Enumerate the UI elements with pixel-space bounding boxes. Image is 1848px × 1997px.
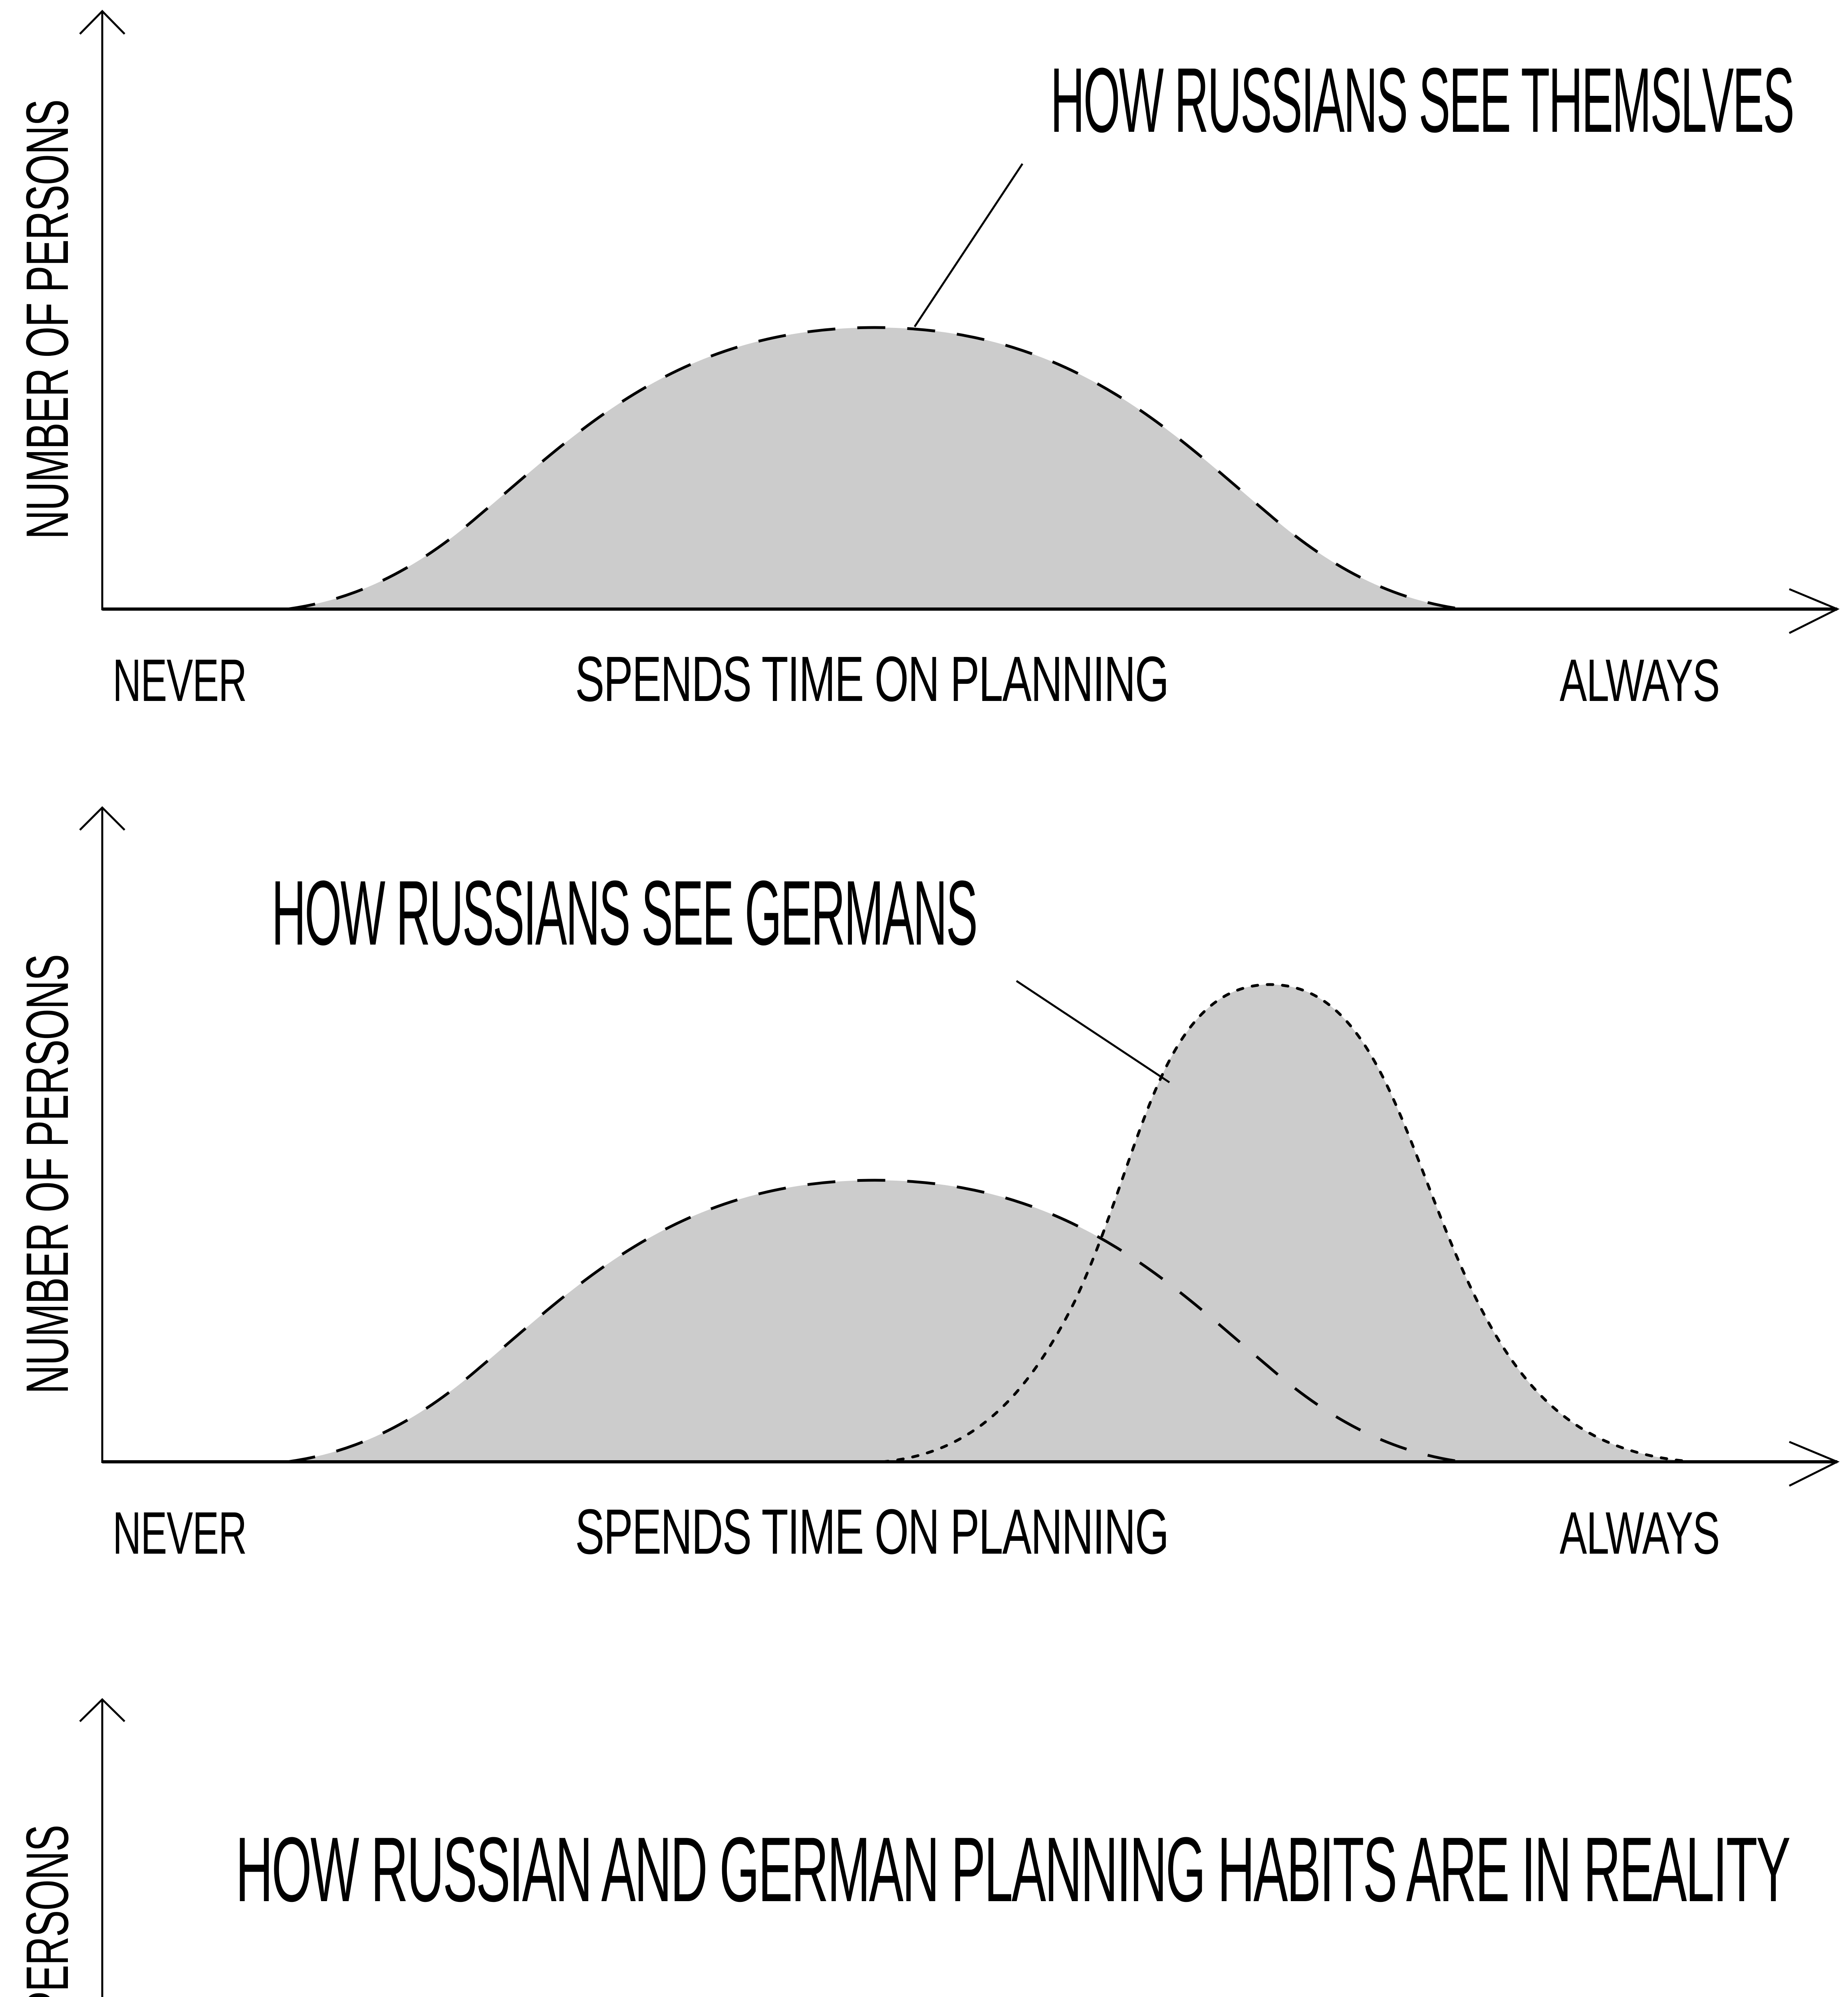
panel-2-x-min-label: NEVER — [113, 1499, 246, 1566]
german-callout-line — [1014, 978, 1166, 981]
y-axis-arrowhead-icon — [79, 1698, 125, 1722]
germans-perceived-area — [883, 985, 1693, 1462]
leader-line — [1016, 978, 1168, 981]
germans-callout-line — [947, 977, 990, 981]
panel-1-x-max-label: ALWAYS — [1560, 647, 1719, 714]
title-callout-line — [947, 978, 990, 981]
germans-perceived-curve — [881, 983, 1695, 1463]
x-axis-arrowhead-icon — [1788, 1441, 1840, 1487]
title-callout-line — [913, 163, 1024, 328]
russians-self-view-curve — [287, 326, 1462, 611]
title-callout-line-stroke — [947, 978, 990, 981]
russians-curve — [287, 1179, 1462, 1463]
y-axis-arrowhead-icon — [79, 10, 125, 35]
x-axis-arrowhead-icon — [1788, 588, 1840, 634]
panel-1-x-min-label: NEVER — [113, 647, 246, 714]
y-axis-arrowhead-icon — [79, 806, 125, 831]
title-pointer-line — [1016, 978, 1168, 981]
germans-annotation-line — [947, 978, 991, 981]
germans-title-callout-line — [1016, 978, 1169, 981]
panel-2-x-max-label: ALWAYS — [1560, 1499, 1719, 1566]
callout-leader-visible — [947, 978, 990, 981]
panel-1-title: HOW RUSSIANS SEE THEMSLVES — [1050, 49, 1793, 151]
germans-callout-visible — [947, 978, 990, 981]
title-leader — [1016, 978, 1168, 981]
germans-title-leader — [947, 978, 990, 981]
russians-self-view-area — [288, 328, 1462, 609]
callout-to-germans-curve — [947, 978, 991, 981]
panel-1: HOW RUSSIANS SEE THEMSLVES NUMBER OF PER… — [14, 10, 1840, 715]
panel-2-ylabel: NUMBER OF PERSONS — [14, 955, 81, 1394]
germans-callout-stroke — [947, 978, 990, 981]
panel-2-callout-line — [1016, 980, 1170, 1084]
callout-leader — [947, 978, 990, 981]
germans-pointer-line — [947, 977, 990, 981]
callout-line — [1016, 978, 1168, 981]
panel-1-xlabel: SPENDS TIME ON PLANNING — [575, 643, 1168, 715]
panel-2-xlabel: SPENDS TIME ON PLANNING — [575, 1496, 1168, 1567]
title-callout — [1016, 978, 1169, 981]
pointer-line — [1016, 978, 1168, 981]
panel-2-title: HOW RUSSIANS SEE GERMANS — [272, 862, 977, 964]
panel-1-ylabel: NUMBER OF PERSONS — [14, 100, 81, 539]
panel-3-ylabel: NUMBER OF PERSONS — [14, 1825, 81, 1997]
panel-3-title: HOW RUSSIAN AND GERMAN PLANNING HABITS A… — [236, 1818, 1790, 1921]
germans-leader-line — [947, 978, 990, 981]
panel-2: HOW RUSSIANS SEE GERMANS NUMBER OF PERSO… — [14, 806, 1840, 1567]
panel-3: HOW RUSSIAN AND GERMAN PLANNING HABITS A… — [14, 1698, 1792, 1997]
